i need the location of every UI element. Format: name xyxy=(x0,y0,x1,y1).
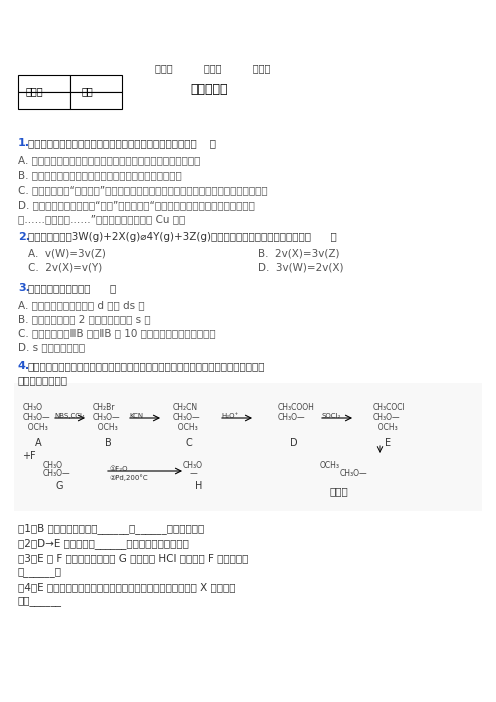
Text: （2）D→E 的转化属于______反应（填反应类型）。: （2）D→E 的转化属于______反应（填反应类型）。 xyxy=(18,538,189,549)
Text: SOCl₂: SOCl₂ xyxy=(321,413,340,419)
Text: C.  2v(X)=v(Y): C. 2v(X)=v(Y) xyxy=(28,263,102,273)
Text: NBS,CCl₄: NBS,CCl₄ xyxy=(54,413,85,419)
Text: 璃……烧之赤色……”这里的赤色是析出了 Cu 单质: 璃……烧之赤色……”这里的赤色是析出了 Cu 单质 xyxy=(18,214,185,224)
Text: D. s 区均为金属元素: D. s 区均为金属元素 xyxy=(18,342,85,352)
Text: CH₃O—: CH₃O— xyxy=(43,469,70,478)
Text: CH₃O—: CH₃O— xyxy=(278,413,306,422)
Text: 罂粟碑是一种异唷啊型生物碑，其盐酸盐可用于治疗脑血栓、抗痉动脉痉挡等。罂粟碑: 罂粟碑是一种异唷啊型生物碑，其盐酸盐可用于治疗脑血栓、抗痉动脉痉挡等。罂粟碑 xyxy=(28,361,265,371)
Text: CH₂Br: CH₂Br xyxy=(93,403,116,412)
Text: 化学与生活、社会发展息息相关，下列有关说法不正确的是（    ）: 化学与生活、社会发展息息相关，下列有关说法不正确的是（ ） xyxy=(28,138,216,148)
Text: A. 所有金属元素都分布在 d 区和 ds 区: A. 所有金属元素都分布在 d 区和 ds 区 xyxy=(18,300,145,310)
Text: CH₃O—: CH₃O— xyxy=(173,413,200,422)
Text: 一、选择题: 一、选择题 xyxy=(190,83,228,96)
Text: OCH₃: OCH₃ xyxy=(93,423,118,432)
Text: +F: +F xyxy=(22,451,36,461)
Text: OCH₃: OCH₃ xyxy=(173,423,198,432)
Text: 3.: 3. xyxy=(18,283,30,293)
Text: 4.: 4. xyxy=(18,361,30,371)
Text: A: A xyxy=(35,438,42,448)
Text: CH₃O: CH₃O xyxy=(183,461,203,470)
Text: KCN: KCN xyxy=(129,413,143,419)
Text: A.  v(W)=3v(Z): A. v(W)=3v(Z) xyxy=(28,249,106,259)
Text: H: H xyxy=(195,481,202,491)
Text: A. 将海水中的镁转化为氧化镁，再电解熏融氯化镁可制得金属镁: A. 将海水中的镁转化为氧化镁，再电解熏融氯化镁可制得金属镁 xyxy=(18,155,200,165)
Text: B: B xyxy=(105,438,112,448)
Bar xyxy=(18,92,70,109)
Text: 2.: 2. xyxy=(18,232,30,242)
Text: OCH₃: OCH₃ xyxy=(373,423,398,432)
Text: D. 《新修本草》中有关于“青矾”的描述为：“本来绿色，新出窩未见风者，正如瑞: D. 《新修本草》中有关于“青矾”的描述为：“本来绿色，新出窩未见风者，正如瑞 xyxy=(18,200,255,210)
Text: D.  3v(W)=2v(X): D. 3v(W)=2v(X) xyxy=(258,263,344,273)
Text: C. 元素周期表中ⅢB 族到ⅡB 族 10 个纵列的元素都是金属元素: C. 元素周期表中ⅢB 族到ⅡB 族 10 个纵列的元素都是金属元素 xyxy=(18,328,216,338)
Text: （3）E 和 F 发生取代反应生成 G 的同时有 HCl 生成，则 F 的结构简式: （3）E 和 F 发生取代反应生成 G 的同时有 HCl 生成，则 F 的结构简… xyxy=(18,553,248,563)
Text: E: E xyxy=(385,438,391,448)
Text: —: — xyxy=(183,469,198,478)
Text: CH₂CN: CH₂CN xyxy=(173,403,198,412)
Text: D: D xyxy=(290,438,298,448)
Text: CH₃O—: CH₃O— xyxy=(373,413,401,422)
Text: 下列说法中正确的是（      ）: 下列说法中正确的是（ ） xyxy=(28,283,116,293)
Text: （4）E 的同分异构体有多种，写出一种符合下列要求的异构体 X 的结构简: （4）E 的同分异构体有多种，写出一种符合下列要求的异构体 X 的结构简 xyxy=(18,582,236,592)
Text: CH₃COCl: CH₃COCl xyxy=(373,403,406,412)
Text: CH₃O: CH₃O xyxy=(23,403,43,412)
Text: B. 稻草秸秆和甘蔗渣中富含纤维素，可以用它来制造纸张: B. 稻草秸秆和甘蔗渣中富含纤维素，可以用它来制造纸张 xyxy=(18,170,182,180)
Bar xyxy=(18,75,70,92)
Text: 得分: 得分 xyxy=(82,86,94,96)
Text: 评卷人: 评卷人 xyxy=(26,86,44,96)
Bar xyxy=(14,383,482,511)
Text: C. 芯片制造中的“光刻技术”是利用光敏树脂在曙光条件下成像，该过程涉及到化学变化: C. 芯片制造中的“光刻技术”是利用光敏树脂在曙光条件下成像，该过程涉及到化学变… xyxy=(18,185,268,195)
Text: ①F₂O: ①F₂O xyxy=(110,466,128,472)
Text: 罂粟碑: 罂粟碑 xyxy=(330,486,349,496)
Bar xyxy=(70,92,122,109)
Text: CH₃COOH: CH₃COOH xyxy=(278,403,315,412)
Text: CH₃O—: CH₃O— xyxy=(340,469,368,478)
Text: 式：______: 式：______ xyxy=(18,596,62,606)
Text: 的合成方法如下：: 的合成方法如下： xyxy=(18,375,68,385)
Text: CH₃O—: CH₃O— xyxy=(93,413,121,422)
Text: CH₃O: CH₃O xyxy=(43,461,63,470)
Text: C: C xyxy=(185,438,192,448)
Text: 1.: 1. xyxy=(18,138,30,148)
Text: 对于化学反应：3W(g)+2X(g)⌀4Y(g)+3Z(g)，下列反应速率关系中，正确的是（      ）: 对于化学反应：3W(g)+2X(g)⌀4Y(g)+3Z(g)，下列反应速率关系中… xyxy=(28,232,337,242)
Text: ②Pd,200°C: ②Pd,200°C xyxy=(110,474,149,481)
Text: CH₃O—: CH₃O— xyxy=(23,413,51,422)
Text: OCH₃: OCH₃ xyxy=(23,423,48,432)
Text: 是______。: 是______。 xyxy=(18,567,62,577)
Text: 学校：          姓名：          班级：: 学校： 姓名： 班级： xyxy=(155,63,270,73)
Text: （1）B 分子中的官能团有______和______（填名称）。: （1）B 分子中的官能团有______和______（填名称）。 xyxy=(18,523,204,534)
Bar xyxy=(70,75,122,92)
Text: B. 最外层电子数为 2 的元素都分布在 s 区: B. 最外层电子数为 2 的元素都分布在 s 区 xyxy=(18,314,151,324)
Text: G: G xyxy=(55,481,62,491)
Text: B.  2v(X)=3v(Z): B. 2v(X)=3v(Z) xyxy=(258,249,339,259)
Text: OCH₃: OCH₃ xyxy=(320,461,340,470)
Text: H₂O⁺: H₂O⁺ xyxy=(221,413,238,419)
